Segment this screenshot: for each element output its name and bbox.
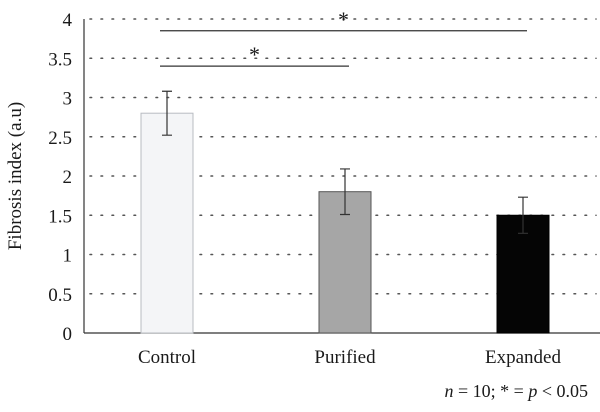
error-bar-purified — [340, 168, 350, 216]
footnote: n = 10; * = p < 0.05 — [445, 381, 588, 401]
bar-purified — [318, 191, 372, 334]
x-tick-label: Purified — [314, 347, 376, 368]
significance-brackets: ** — [160, 7, 527, 67]
x-tick-labels: Control Purified Expanded — [138, 347, 562, 368]
error-bars — [162, 90, 528, 234]
y-tick-label: 3.5 — [48, 49, 72, 70]
y-tick-label: 0 — [63, 324, 73, 345]
y-tick-label: 2 — [63, 167, 73, 188]
error-bar-expanded — [518, 196, 528, 234]
footnote-end: < 0.05 — [537, 381, 588, 401]
error-bar-control — [162, 90, 172, 136]
y-tick-label: 4 — [63, 10, 73, 31]
bar-control — [140, 112, 194, 334]
x-tick-label: Expanded — [485, 347, 561, 368]
bar-expanded — [496, 214, 550, 334]
y-tick-label: 1 — [63, 246, 73, 267]
y-tick-label: 3 — [63, 89, 73, 110]
footnote-p: p — [526, 381, 537, 401]
y-axis-label: Fibrosis index (a.u) — [5, 102, 26, 250]
bars — [140, 112, 550, 334]
y-tick-label: 0.5 — [48, 285, 72, 306]
y-tick-labels: 0 0.5 1 1.5 2 2.5 3 3.5 4 — [48, 10, 72, 345]
x-tick-label: Control — [138, 347, 196, 368]
significance-marker: * — [338, 7, 349, 32]
significance-marker: * — [249, 42, 260, 67]
footnote-mid: = 10; * = — [454, 381, 529, 401]
y-tick-label: 1.5 — [48, 206, 72, 227]
footnote-n: n — [445, 381, 454, 401]
y-tick-label: 2.5 — [48, 128, 72, 149]
